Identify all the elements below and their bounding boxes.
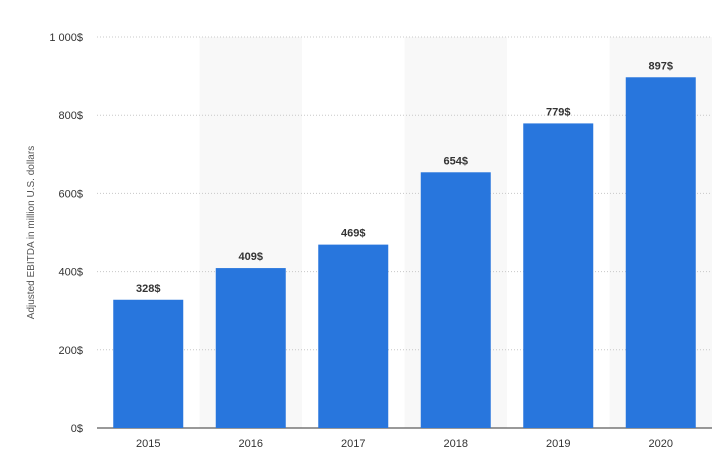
data-label-2016: 409$	[239, 251, 263, 263]
data-label-2015: 328$	[136, 283, 160, 295]
gridlines	[97, 36, 712, 429]
x-tick-label-2020: 2020	[649, 438, 673, 450]
y-tick-label-400: 400$	[59, 267, 83, 279]
x-tick-label-2015: 2015	[136, 438, 160, 450]
bar-2019[interactable]	[523, 123, 594, 428]
x-tick-label-2019: 2019	[546, 438, 570, 450]
y-axis-ticks: 0$ 200$ 400$ 600$ 800$ 1 000$	[49, 32, 83, 435]
x-axis-ticks: 2015 2016 2017 2018 2019 2020	[136, 438, 673, 450]
bar-2017[interactable]	[318, 244, 389, 428]
bar-2020[interactable]	[625, 77, 696, 428]
y-axis-label: Adjusted EBITDA in million U.S. dollars	[26, 146, 37, 319]
bar-2018[interactable]	[420, 172, 491, 428]
x-tick-label-2017: 2017	[341, 438, 365, 450]
bars	[113, 77, 696, 428]
bar-2015[interactable]	[113, 299, 184, 428]
data-label-2020: 897$	[649, 60, 673, 72]
y-tick-label-600: 600$	[59, 188, 83, 200]
bar-2016[interactable]	[215, 268, 286, 428]
x-tick-label-2018: 2018	[444, 438, 468, 450]
data-label-2018: 654$	[444, 155, 468, 167]
y-tick-label-0: 0$	[71, 423, 83, 435]
y-tick-label-800: 800$	[59, 110, 83, 122]
data-label-2017: 469$	[341, 228, 365, 240]
data-labels: 328$ 409$ 469$ 654$ 779$ 897$	[136, 60, 673, 294]
y-tick-label-200: 200$	[59, 345, 83, 357]
y-tick-label-1000: 1 000$	[49, 32, 83, 44]
x-tick-label-2016: 2016	[239, 438, 263, 450]
data-label-2019: 779$	[546, 106, 570, 118]
